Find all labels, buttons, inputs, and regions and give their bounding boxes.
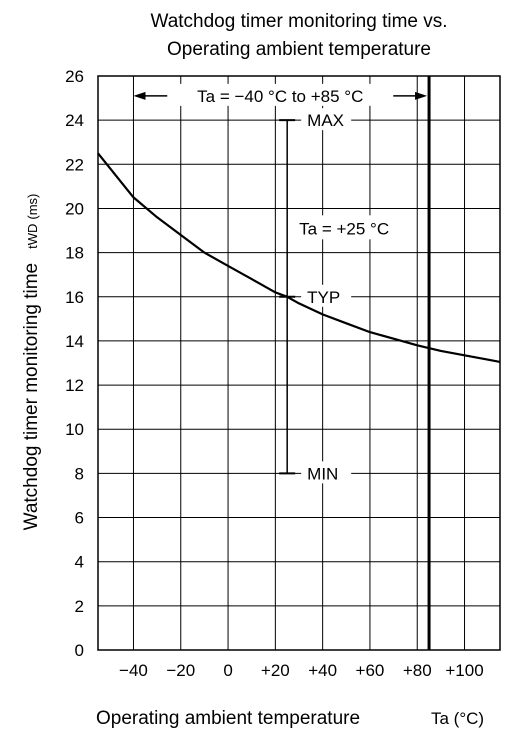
x-tick-label: +20 [261,661,290,680]
spec-label-bg [301,108,352,131]
y-axis-label-text: Watchdog timer monitoring time [21,263,42,531]
x-tick-label: +60 [356,661,385,680]
grid [98,76,500,650]
y-tick-label: 6 [75,509,84,528]
x-axis-label: Operating ambient temperature [96,708,360,729]
y-tick-label: 2 [75,597,84,616]
chart-title-line-1: Watchdog timer monitoring time vs. [150,11,447,32]
y-tick-label: 26 [65,67,84,86]
range-arrow-left-head [133,91,146,100]
y-tick-label: 22 [65,155,84,174]
spec-label-min: MIN [307,464,338,483]
range-arrow-right-head [415,91,428,100]
y-tick-label: 10 [65,420,84,439]
range-label-bg [167,83,394,106]
annotations: Ta = −40 °C to +85 °C MAX TYP MIN Ta = +25 °… [133,76,431,650]
condition-label: Ta = +25 °C [299,219,389,238]
series-line [97,152,501,363]
x-axis-label-symbol: Ta (°C) [431,709,484,728]
x-tick-label: +40 [308,661,337,680]
y-tick-label: 14 [65,332,84,351]
y-tick-label: 18 [65,244,84,263]
y-tick-label: 20 [65,199,84,218]
spec-label-bg [301,461,352,484]
y-axis-label-symbol: tWD [25,224,40,249]
x-tick-labels: −40 −20 0 +20 +40 +60 +80 +100 [119,661,484,680]
series-layer [97,152,501,363]
condition-label-bg [293,215,416,240]
spec-label-bg [301,284,352,307]
y-tick-label: 0 [75,641,84,660]
plot-frame [97,75,501,651]
x-tick-label: +100 [445,661,483,680]
x-tick-label: 0 [223,661,232,680]
x-tick-label: −40 [119,661,148,680]
y-tick-label: 4 [75,553,84,572]
y-axis-label-unit: (ms) [25,194,40,220]
spec-label-max: MAX [307,111,344,130]
y-tick-label: 16 [65,288,84,307]
spec-label-typ: TYP [307,288,340,307]
x-tick-label: +80 [403,661,432,680]
y-tick-label: 12 [65,376,84,395]
chart-title-line-2: Operating ambient temperature [167,39,431,60]
range-label: Ta = −40 °C to +85 °C [197,87,363,106]
y-tick-label: 24 [65,111,84,130]
y-tick-label: 8 [75,464,84,483]
x-tick-label: −20 [166,661,195,680]
y-axis-label: Watchdog timer monitoring time tWD (ms) [21,194,42,531]
